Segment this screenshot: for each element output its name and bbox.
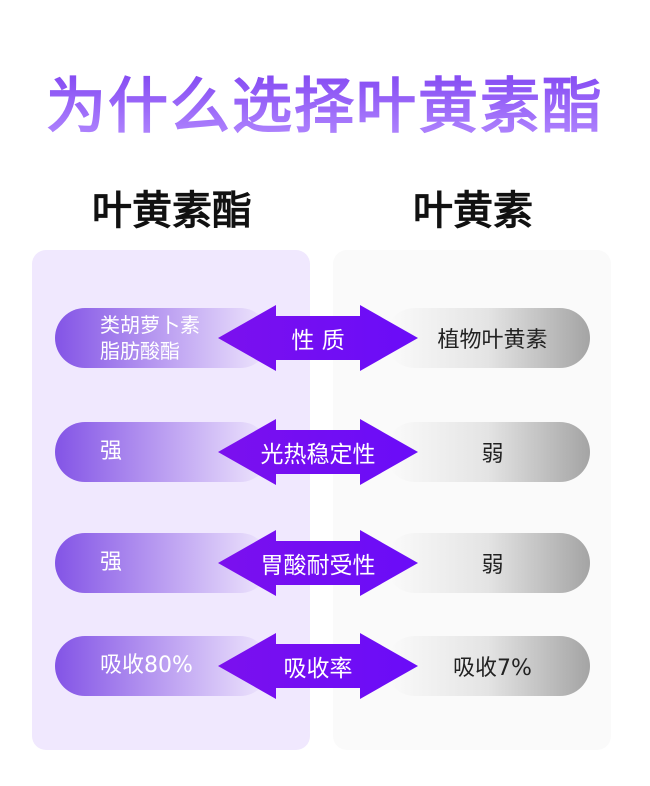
property-label: 光热稳定性 [260,442,376,468]
property-label: 吸收率 [283,656,353,682]
lutein-value: 吸收7% [385,636,590,696]
double-arrow-icon: 胃酸耐受性 [218,528,418,598]
comparison-row: 强 弱 胃酸耐受性 [0,528,650,598]
lutein-text: 弱 [481,553,504,578]
lutein-text: 植物叶黄素 [437,328,548,353]
lutein-text: 弱 [481,442,504,467]
double-arrow-icon: 吸收率 [218,631,418,701]
property-label: 性 质 [291,328,345,354]
lutein-value: 植物叶黄素 [385,308,590,368]
lutein-ester-text: 强 [100,550,123,575]
column-header-lutein: 叶黄素 [413,188,533,234]
lutein-ester-text: 吸收80% [100,653,193,678]
lutein-value: 弱 [385,422,590,482]
lutein-text: 吸收7% [453,656,532,681]
comparison-row: 吸收80% 吸收7% 吸收率 [0,631,650,701]
comparison-row: 强 弱 光热稳定性 [0,417,650,487]
lutein-ester-text: 类胡萝卜素 脂肪酸酯 [100,313,200,363]
double-arrow-icon: 光热稳定性 [218,417,418,487]
column-header-lutein-ester: 叶黄素酯 [92,188,252,234]
page-title: 为什么选择叶黄素酯 [0,58,650,145]
lutein-ester-value: 吸收80% [55,636,270,696]
lutein-ester-text: 强 [100,439,123,464]
double-arrow-icon: 性 质 [218,303,418,373]
lutein-value: 弱 [385,533,590,593]
property-label: 胃酸耐受性 [260,553,376,579]
comparison-row: 类胡萝卜素 脂肪酸酯 植物叶黄素 性 质 [0,303,650,373]
